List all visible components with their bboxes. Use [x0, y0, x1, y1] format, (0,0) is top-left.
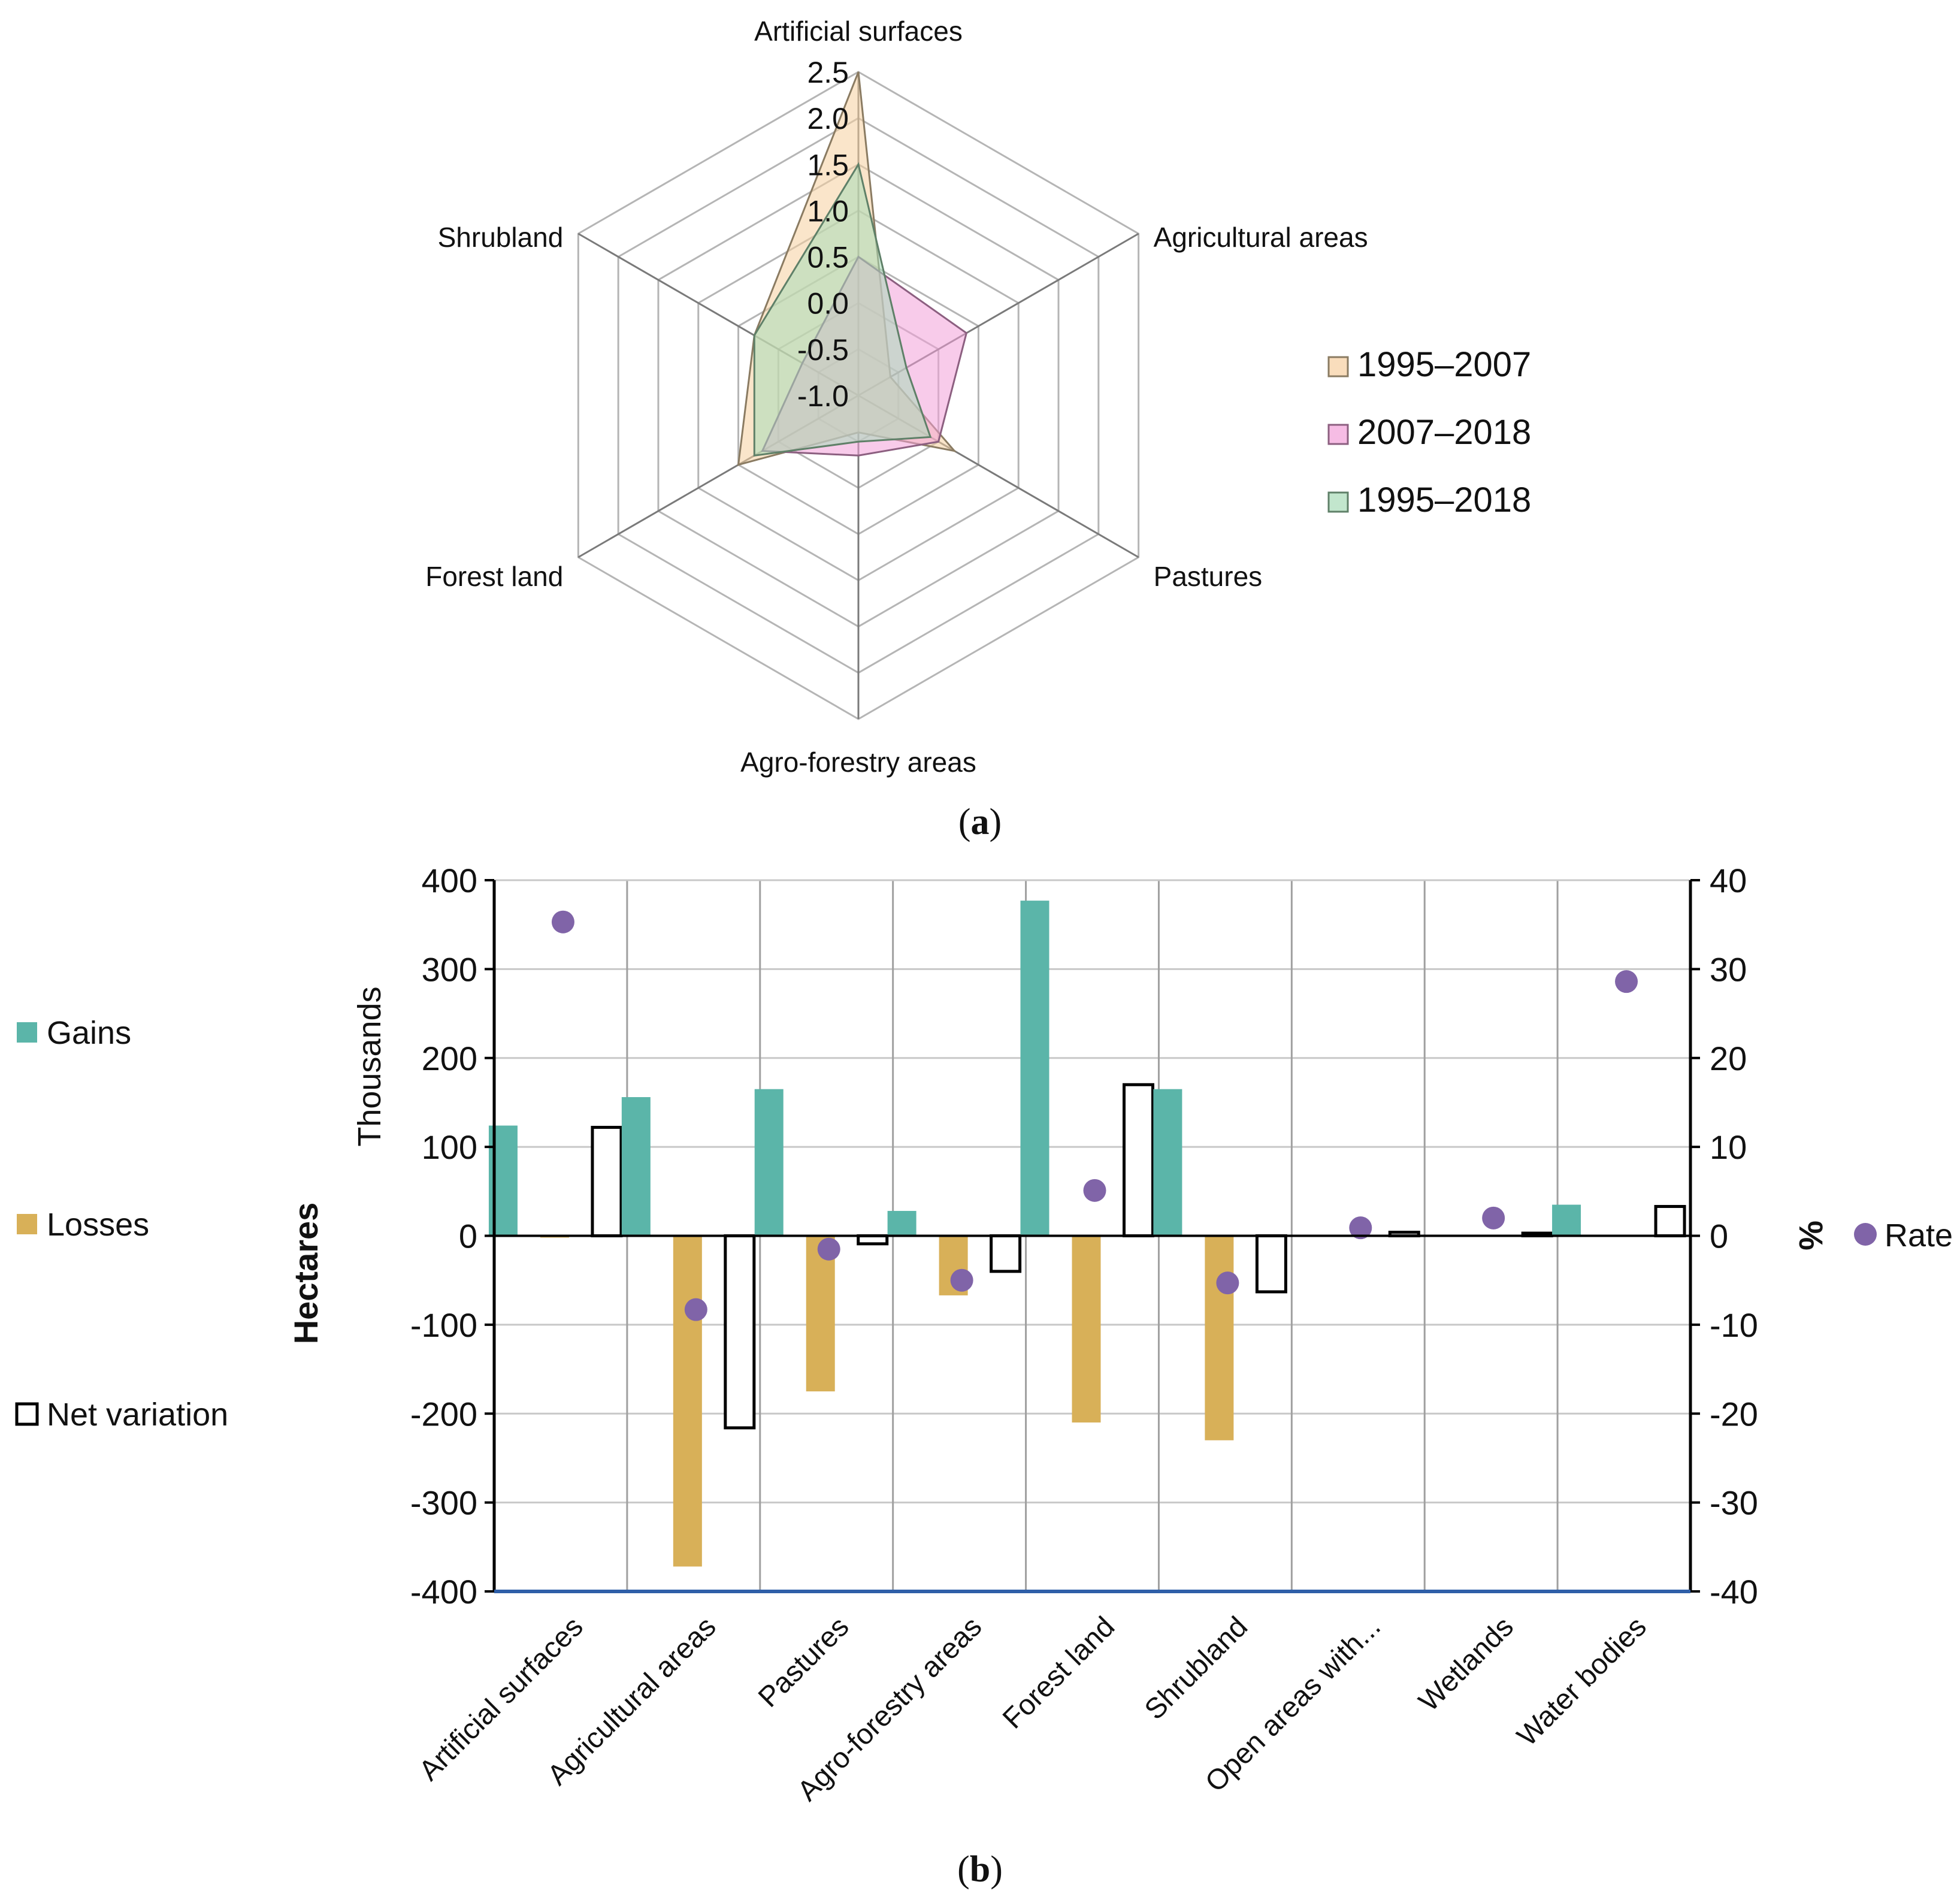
bar-net-variation-agricultural-areas: [724, 1234, 756, 1430]
legend-swatch-net-variation: [15, 1402, 39, 1426]
radar-legend: 1995–2007 2007–2018 1995–2018: [1327, 345, 1531, 519]
radar-axis-label-forest-land: Forest land: [425, 561, 563, 592]
rate-point-agro-forestry-areas: [950, 1268, 973, 1292]
y-tick-label: 200: [422, 1040, 477, 1077]
rate-point-artificial-surfaces: [551, 910, 574, 934]
y-tick-label: -100: [410, 1306, 477, 1344]
radar-series-group: [737, 71, 968, 466]
y2-axis-label: %: [1792, 1221, 1830, 1250]
bar-net-variation-artificial-surfaces: [591, 1125, 623, 1238]
bar-losses-forest-land: [1072, 1236, 1101, 1423]
bar-gains-forest-land: [1020, 901, 1049, 1236]
x-category-label-pastures: Pastures: [752, 1611, 855, 1713]
y2-tick-label: 10: [1710, 1128, 1747, 1166]
y2-tick-label: 30: [1710, 950, 1747, 988]
y-tick-label: 100: [422, 1128, 477, 1166]
radar-series-1995-2018: [753, 162, 932, 457]
bar-gains-pastures: [754, 1089, 784, 1236]
legend-swatch-1995-2007: [1327, 356, 1349, 377]
radar-tick-label: -0.5: [797, 333, 849, 367]
radar-axis-label-agricultural-areas: Agricultural areas: [1154, 222, 1368, 253]
rate-point-wetlands: [1482, 1206, 1505, 1230]
legend-swatch-losses: [17, 1214, 37, 1234]
bar-gains-water-bodies: [1552, 1204, 1581, 1236]
radar-tick-label: 1.5: [807, 148, 849, 182]
rate-point-agricultural-areas: [684, 1298, 707, 1321]
x-category-label-water-bodies: Water bodies: [1511, 1611, 1653, 1752]
radar-axis-label-artificial-surfaces: Artificial surfaces: [754, 16, 963, 47]
rate-point-forest-land: [1083, 1179, 1106, 1202]
y-tick-label: -400: [410, 1573, 477, 1611]
bar-losses-pastures: [806, 1236, 835, 1392]
y2-tick-label: -30: [1710, 1484, 1758, 1522]
caption-a: (a): [958, 802, 1002, 842]
radar-axis-label-agro-forestry-areas: Agro-forestry areas: [740, 747, 976, 778]
y2-tick-label: -10: [1710, 1306, 1758, 1344]
bar-net-variation-pastures: [857, 1234, 889, 1246]
rate-point-shrubland: [1216, 1271, 1239, 1295]
rate-point-water-bodies: [1615, 970, 1638, 993]
bar-net-variation-shrubland: [1255, 1234, 1287, 1294]
y2-tick-label: 40: [1710, 862, 1747, 899]
radar-chart: -1.0 -0.5 0.0 0.5 1.0 1.5 2.0 2.5 Artificial su…: [425, 16, 1531, 778]
y-tick-label: -300: [410, 1484, 477, 1522]
radar-axis-label-pastures: Pastures: [1154, 561, 1263, 592]
y-axis-label: Hectares: [287, 1203, 325, 1345]
y2-tick-label: 20: [1710, 1040, 1747, 1077]
legend-label-1995-2018: 1995–2018: [1357, 481, 1531, 519]
y-tick-label: -200: [410, 1395, 477, 1433]
bar-tick-labels: -400-300-200-1000100200300400-40-30-20-1…: [410, 862, 1758, 1611]
bar-gains-agro-forestry-areas: [887, 1210, 917, 1236]
legend-swatch-2007-2018: [1327, 424, 1349, 445]
legend-swatch-gains: [17, 1022, 37, 1043]
caption-b: (b): [957, 1849, 1003, 1890]
legend-label-1995-2007: 1995–2007: [1357, 345, 1531, 384]
bar-net-variation-agro-forestry-areas: [990, 1234, 1022, 1273]
bar-losses-agricultural-areas: [673, 1236, 702, 1567]
rate-point-open-areas-with: [1349, 1216, 1372, 1240]
x-category-label-forest-land: Forest land: [997, 1611, 1121, 1735]
radar-tick-label: -1.0: [797, 379, 849, 413]
legend-label-net-variation: Net variation: [47, 1397, 228, 1433]
legend-swatch-1995-2018: [1327, 491, 1349, 513]
bar-net-variation-water-bodies: [1654, 1205, 1686, 1238]
y2-tick-label: 0: [1710, 1218, 1728, 1255]
radar-tick-label: 0.0: [807, 287, 849, 321]
x-category-label-shrubland: Shrubland: [1139, 1611, 1254, 1726]
bar-gains-agricultural-areas: [621, 1097, 651, 1236]
radar-axis-labels: Artificial surfaces Agricultural areas Pas…: [425, 16, 1368, 778]
y-axis-units-label: Thousands: [352, 986, 388, 1146]
bar-net-variation-forest-land: [1123, 1083, 1154, 1237]
legend-label-rate: Rate: [1885, 1218, 1953, 1253]
y-tick-label: 400: [422, 862, 477, 899]
legend-swatch-rate: [1854, 1223, 1877, 1246]
x-category-label-wetlands: Wetlands: [1413, 1611, 1520, 1717]
y2-tick-label: -20: [1710, 1395, 1758, 1433]
bar-gains-shrubland: [1153, 1089, 1182, 1236]
radar-tick-label: 2.0: [807, 102, 849, 135]
legend-label-2007-2018: 2007–2018: [1357, 413, 1531, 452]
radar-tick-label: 1.0: [807, 194, 849, 228]
y-tick-label: 0: [459, 1218, 477, 1255]
legend-label-gains: Gains: [47, 1015, 131, 1051]
bar-losses-shrubland: [1205, 1236, 1234, 1440]
radar-tick-label: 0.5: [807, 241, 849, 274]
radar-tick-labels: -1.0 -0.5 0.0 0.5 1.0 1.5 2.0 2.5: [797, 56, 849, 413]
bar-marks: [488, 901, 1686, 1567]
legend-label-losses: Losses: [47, 1207, 149, 1243]
y2-tick-label: -40: [1710, 1573, 1758, 1611]
y-tick-label: 300: [422, 950, 477, 988]
bar-legend: Gains Losses Net variation Rate: [15, 1015, 1953, 1433]
bar-chart: -400-300-200-1000100200300400-40-30-20-1…: [15, 862, 1953, 1807]
radar-axis-label-shrubland: Shrubland: [438, 222, 564, 253]
rate-point-pastures: [817, 1237, 840, 1261]
radar-tick-label: 2.5: [807, 56, 849, 89]
